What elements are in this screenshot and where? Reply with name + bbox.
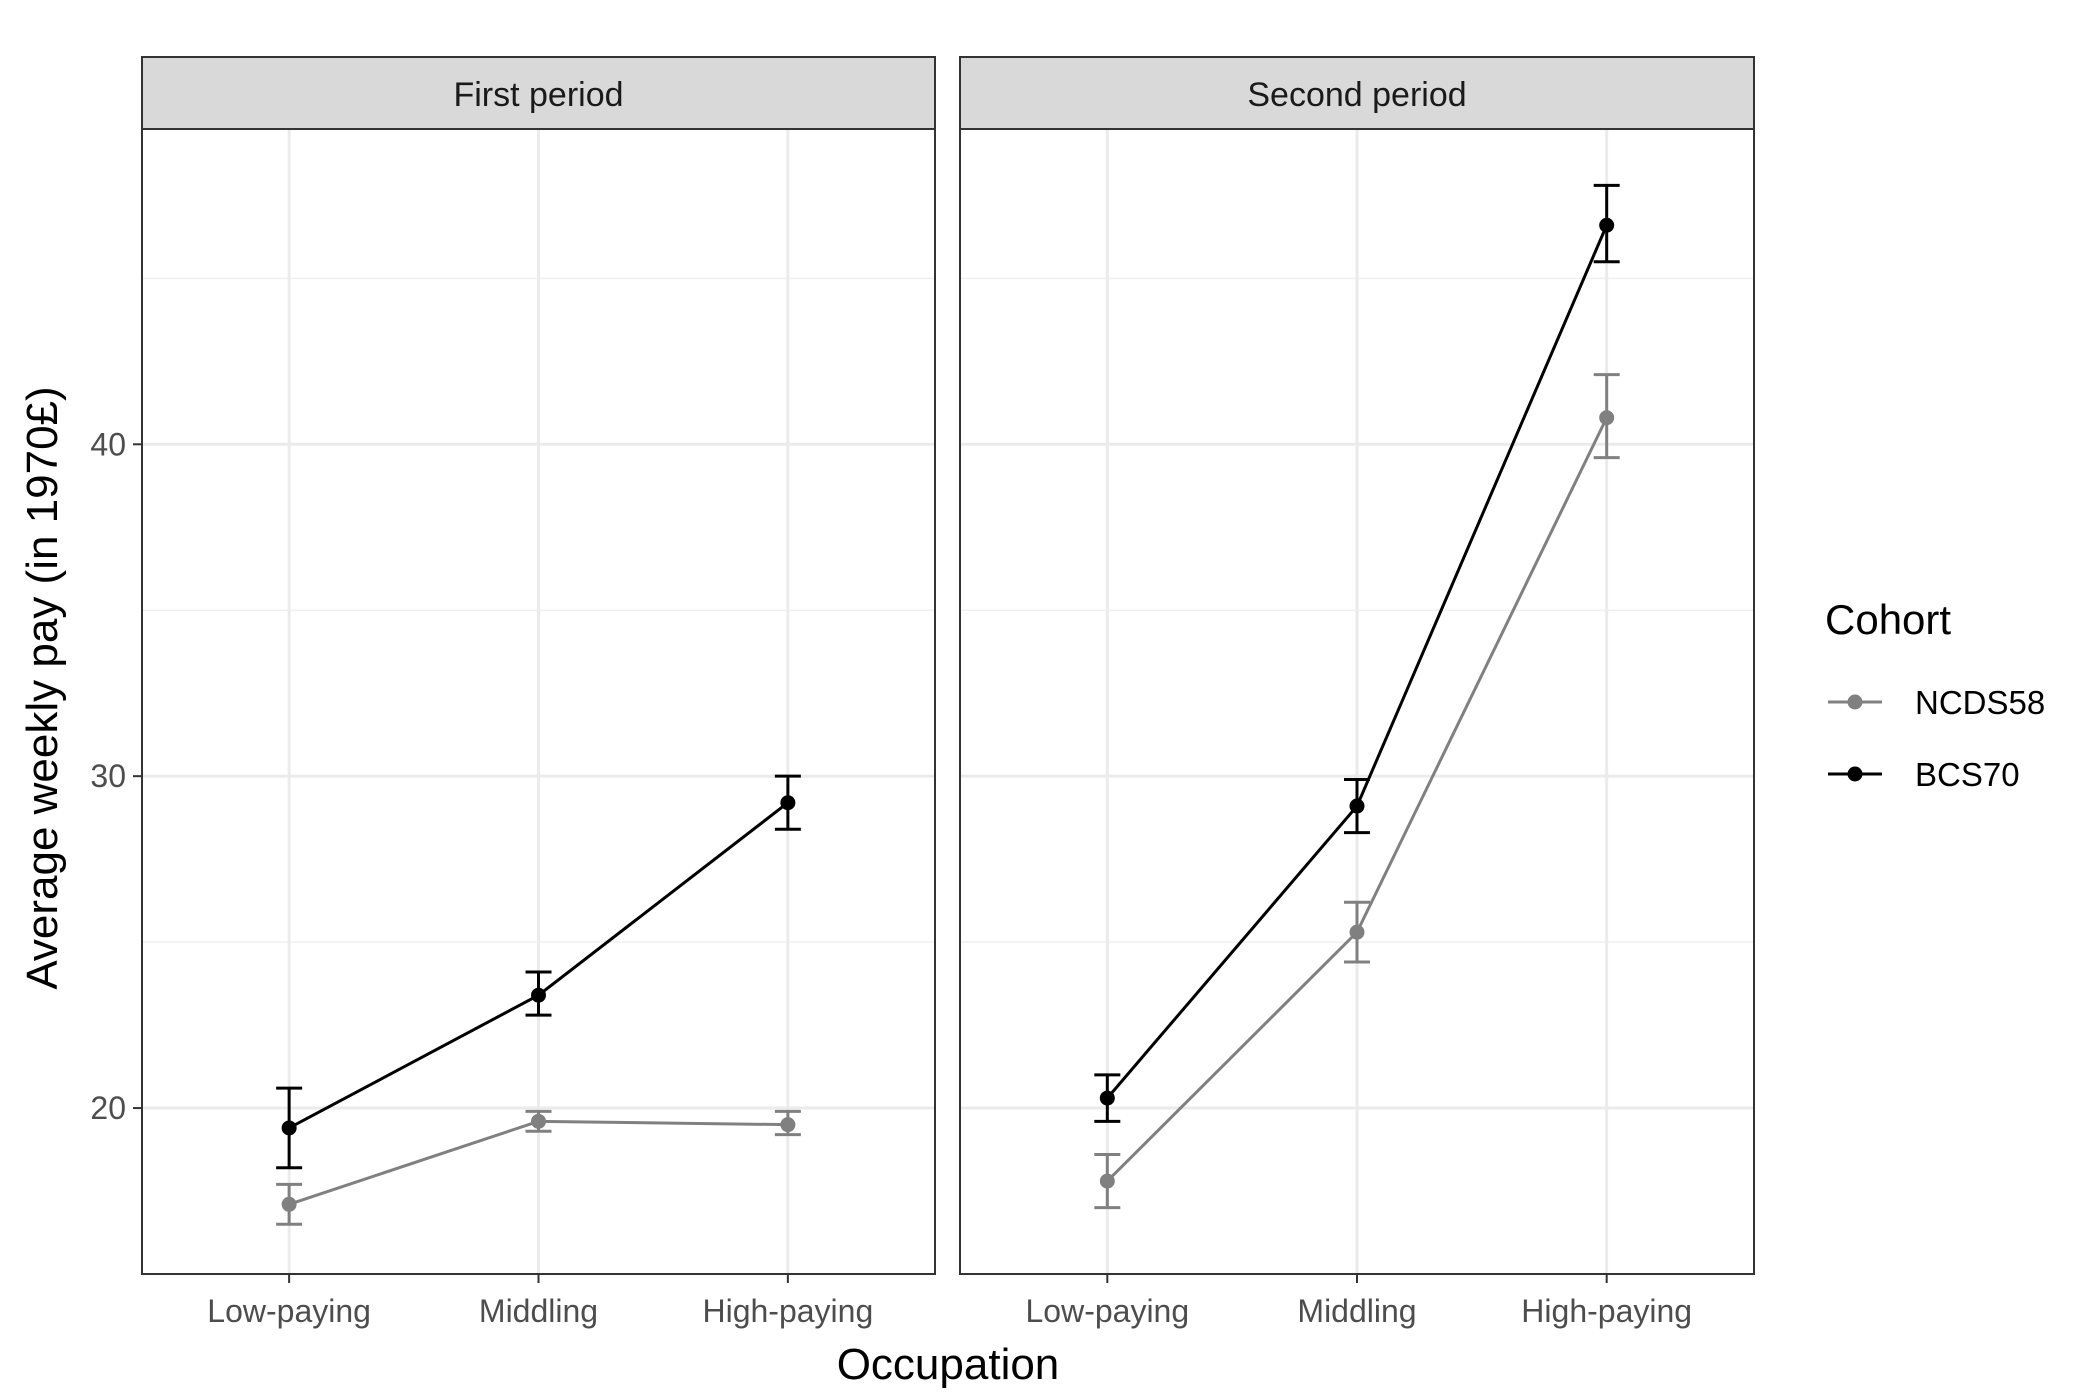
legend-item-bcs70: BCS70 <box>1828 756 2020 793</box>
legend-items: NCDS58 BCS70 <box>1828 684 2045 793</box>
panel-0: First period <box>141 56 936 1275</box>
x-axis-title: Occupation <box>837 1340 1060 1389</box>
data-point <box>1099 1090 1115 1106</box>
legend-title: Cohort <box>1825 596 1951 643</box>
panel-1: Second period <box>959 56 1755 1275</box>
legend-item-ncds58: NCDS58 <box>1828 684 2045 721</box>
series-bcs70 <box>1094 183 1620 1123</box>
data-point <box>531 1113 546 1129</box>
x-tick-label: High-paying <box>702 1293 873 1329</box>
legend: Cohort NCDS58 BCS70 <box>1825 596 2045 793</box>
y-axis: 20 30 40 <box>90 426 142 1126</box>
panel-strip <box>141 56 936 130</box>
data-point <box>1349 924 1365 940</box>
data-point <box>1099 1173 1115 1189</box>
panels-layer: First period Second period <box>141 56 1755 1275</box>
legend-label: NCDS58 <box>1915 684 2045 721</box>
data-point <box>780 1117 796 1133</box>
legend-label: BCS70 <box>1915 756 2020 793</box>
series-ncds58 <box>1094 373 1620 1210</box>
data-point <box>780 795 796 811</box>
panel-strip <box>959 56 1755 130</box>
panel-title: Second period <box>1247 76 1466 114</box>
x-tick-label: Middling <box>1297 1293 1416 1329</box>
x-axis: Low-paying Middling High-paying Low-paying M… <box>207 1274 1692 1329</box>
legend-key-point <box>1847 694 1863 710</box>
x-tick-label: Middling <box>479 1293 598 1329</box>
y-tick-label: 40 <box>90 426 126 462</box>
series-ncds58 <box>276 1109 801 1226</box>
y-tick-label: 30 <box>90 758 126 794</box>
data-point <box>281 1196 297 1212</box>
series-bcs70 <box>276 774 801 1170</box>
panel-title: First period <box>453 76 623 114</box>
data-point <box>1599 217 1615 233</box>
data-point <box>531 987 546 1003</box>
data-point <box>1599 410 1615 426</box>
x-tick-label: Low-paying <box>1025 1293 1189 1329</box>
y-tick-label: 20 <box>90 1090 126 1126</box>
data-point <box>1349 798 1365 814</box>
legend-key-point <box>1847 766 1863 782</box>
y-axis-title: Average weekly pay (in 1970£) <box>18 386 67 989</box>
x-tick-label: Low-paying <box>207 1293 371 1329</box>
data-point <box>281 1120 297 1136</box>
x-tick-label: High-paying <box>1521 1293 1692 1329</box>
